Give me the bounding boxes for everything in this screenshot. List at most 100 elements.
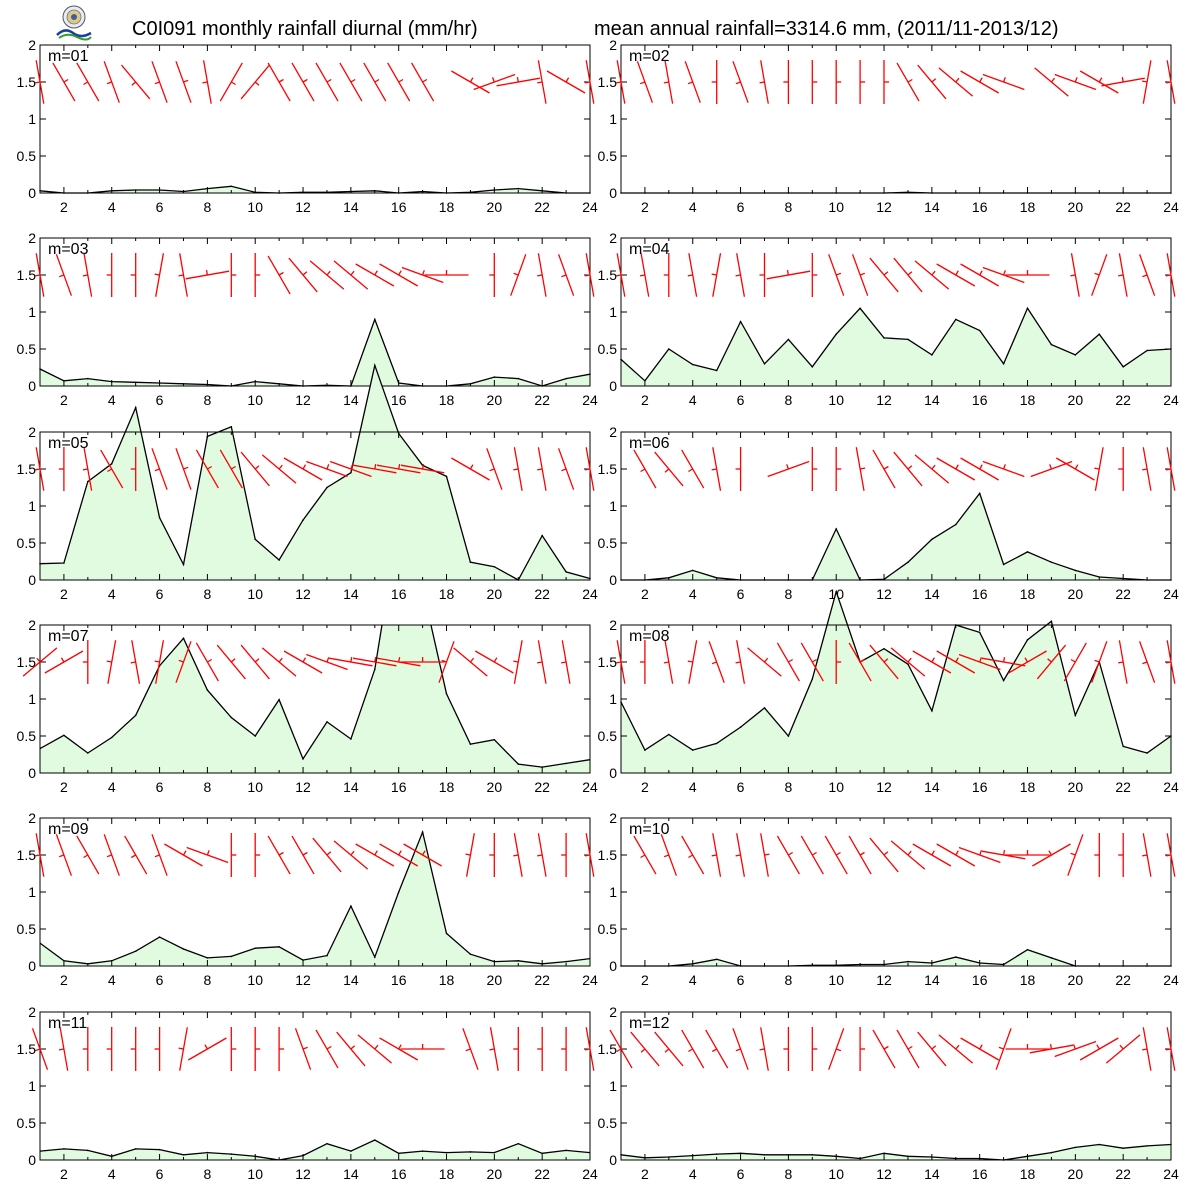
x-tick-label: 8	[203, 586, 211, 602]
wind-barb-flag	[931, 657, 935, 663]
x-tick-label: 12	[295, 1166, 311, 1182]
data-point	[565, 571, 567, 573]
x-tick-label: 12	[876, 1166, 892, 1182]
data-point	[811, 366, 814, 368]
wind-barb	[379, 263, 419, 287]
data-point	[811, 1154, 814, 1156]
data-point	[63, 1148, 65, 1150]
wind-barb-flag	[183, 466, 189, 470]
wind-barb-flag	[154, 854, 160, 858]
wind-barb-shaft	[1070, 253, 1080, 297]
x-tick-label: 2	[60, 392, 68, 408]
wind-barb	[896, 1029, 920, 1069]
wind-barb	[52, 62, 76, 102]
wind-barb-flag	[859, 851, 865, 856]
data-point	[350, 738, 352, 740]
data-point	[883, 1152, 885, 1155]
wind-barb-flag	[1165, 81, 1172, 84]
data-point	[230, 955, 233, 958]
wind-barb-flag	[615, 274, 622, 277]
wind-barb	[1030, 460, 1073, 478]
wind-barb	[1055, 457, 1095, 481]
series-group	[40, 1139, 590, 1160]
wind-barb-flag	[883, 1045, 889, 1050]
wind-barb-flag	[278, 271, 284, 276]
x-tick-label: 14	[924, 779, 940, 795]
panel-label: m=09	[48, 821, 89, 838]
wind-barb	[1142, 833, 1152, 877]
wind-barb-flag	[302, 1046, 308, 1050]
data-point	[326, 486, 328, 489]
wind-barb-shaft	[917, 1031, 947, 1067]
data-point	[517, 960, 520, 962]
wind-barb-flag	[615, 661, 622, 664]
wind-barb-flag	[1002, 656, 1006, 663]
panel-m=03: 00.511.522 4 6 8 10 12 14 16 18 20 22 24m=03	[17, 230, 598, 408]
wind-barb-flag	[516, 76, 519, 83]
wind-barb-shaft	[684, 61, 701, 103]
wind-barb-flag	[883, 465, 889, 470]
wind-barb	[438, 641, 455, 683]
wind-barb-flag	[154, 660, 160, 663]
wind-barb	[1032, 843, 1071, 867]
wind-barb-flag	[907, 78, 913, 83]
wind-barb	[687, 253, 698, 297]
data-point	[1002, 679, 1005, 682]
wind-barb-shaft	[936, 650, 976, 674]
x-tick-label: 8	[784, 779, 792, 795]
wind-barb-shaft	[489, 1027, 499, 1071]
x-tick-label: 18	[439, 1166, 455, 1182]
wind-barb-flag	[350, 850, 355, 856]
series-group	[40, 829, 590, 966]
wind-barb-flag	[1048, 850, 1052, 856]
wind-barb	[254, 833, 261, 877]
x-tick-label: 4	[108, 972, 116, 988]
x-tick-label: 6	[737, 972, 745, 988]
wind-barb-shaft	[164, 843, 203, 867]
wind-barb	[216, 644, 246, 680]
wind-barb-flag	[491, 77, 495, 83]
wind-barb	[735, 447, 742, 491]
wind-barb-shaft	[912, 843, 952, 867]
x-tick-label: 18	[1020, 1166, 1036, 1182]
wind-barb	[735, 253, 746, 297]
data-point	[134, 1148, 137, 1150]
wind-barb	[453, 647, 488, 677]
data-point	[326, 1142, 328, 1145]
wind-barb-flag	[711, 661, 717, 665]
wind-barb	[938, 1034, 974, 1064]
data-point	[422, 587, 424, 589]
data-point	[907, 561, 909, 563]
wind-barb	[960, 457, 1000, 481]
wind-barb-flag	[421, 270, 425, 276]
rainfall-area	[621, 949, 1171, 966]
data-point	[110, 736, 113, 739]
x-tick-label: 6	[156, 779, 164, 795]
wind-barb	[912, 650, 952, 674]
wind-barb-shaft	[1032, 843, 1071, 867]
wind-barb	[1142, 1027, 1152, 1071]
y-tick-label: 2	[609, 424, 617, 440]
wind-barb	[151, 61, 168, 103]
wind-barb-shaft	[306, 653, 348, 671]
data-point	[835, 590, 837, 593]
series-group	[620, 948, 1172, 967]
data-point	[278, 698, 280, 701]
wind-barb-flag	[537, 468, 543, 471]
data-point	[421, 1150, 424, 1152]
y-tick-label: 0	[28, 1152, 36, 1168]
wind-barb-flag	[1142, 854, 1148, 857]
data-point	[87, 1149, 89, 1152]
wind-barb	[1094, 447, 1104, 491]
panel-m=02: 00.511.522 4 6 8 10 12 14 16 18 20 22 24m=02	[598, 37, 1179, 215]
data-point	[1098, 1143, 1101, 1146]
wind-barb-shaft	[546, 70, 586, 94]
data-point	[907, 663, 909, 665]
wind-barb	[462, 1028, 479, 1070]
wind-barb	[800, 642, 824, 682]
wind-barb-shaft	[654, 1031, 684, 1067]
wind-barb-flag	[1074, 77, 1078, 83]
x-tick-label: 18	[1020, 586, 1036, 602]
x-tick-label: 4	[689, 779, 697, 795]
wind-barb	[58, 1027, 69, 1071]
